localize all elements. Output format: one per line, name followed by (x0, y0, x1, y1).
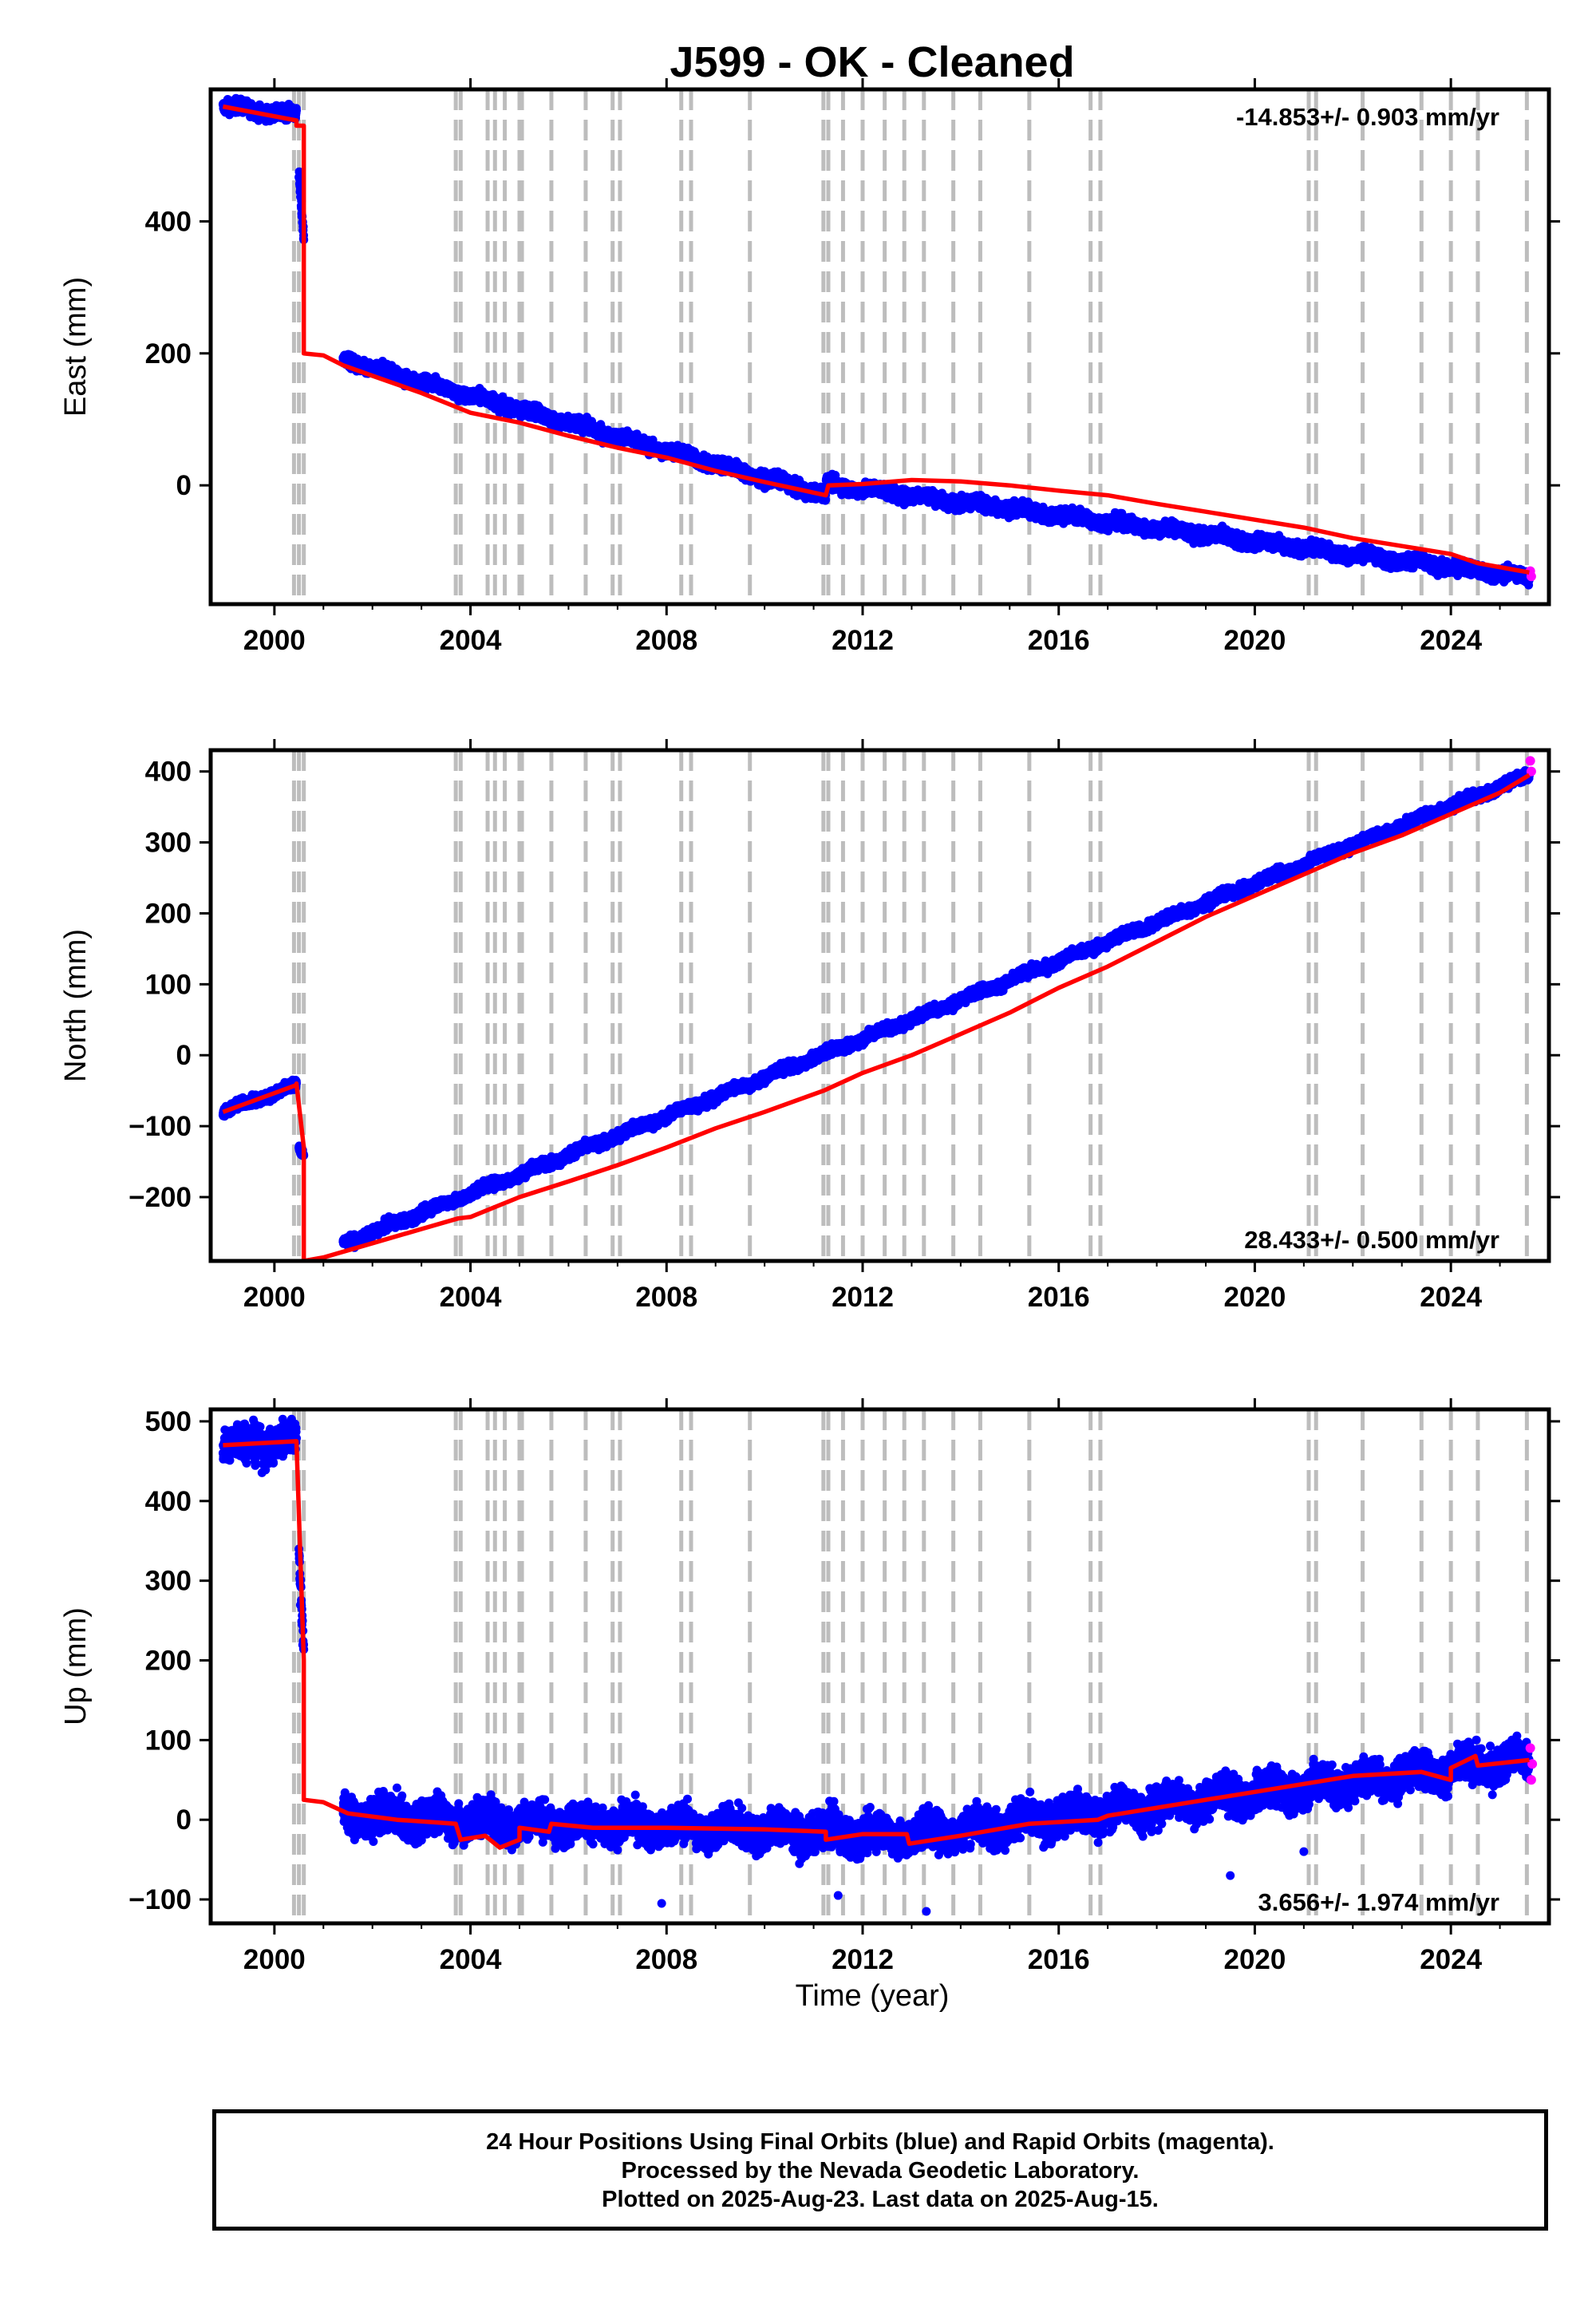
final-orbits-points (218, 93, 1534, 590)
final-orbit-point (294, 167, 304, 176)
final-orbit-point (292, 106, 301, 116)
chart-title: J599 - OK - Cleaned (670, 38, 1074, 86)
plot-area (218, 89, 1536, 604)
x-axis-label: Time (year) (796, 1979, 950, 2013)
